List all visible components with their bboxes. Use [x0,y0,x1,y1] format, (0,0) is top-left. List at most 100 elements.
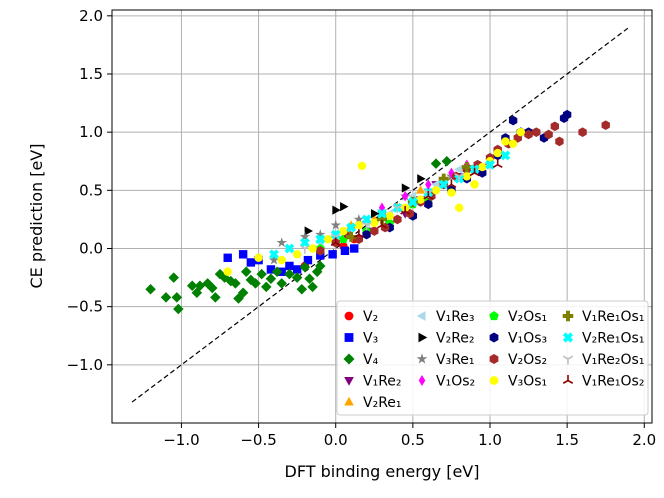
data-point [524,129,533,140]
plot-frame [111,9,653,424]
data-point [246,258,256,267]
data-point [555,136,564,147]
data-point [296,283,308,295]
data-point [392,204,403,214]
data-point [299,245,310,254]
legend-marker [562,310,574,322]
data-point [223,267,232,276]
legend-marker [489,332,499,343]
data-point [353,213,365,224]
data-point [469,167,480,177]
data-point [308,244,317,253]
data-point [378,202,386,214]
data-point [550,121,559,132]
y-tick-label: 1.0 [79,123,103,141]
legend-item: V₃ [344,331,378,347]
x-tick-label: −0.5 [240,431,276,449]
data-point [194,280,206,291]
legend-item: V₂Os₂ [489,352,547,368]
y-tick-label: 1.5 [79,65,103,83]
data-point [454,203,464,212]
legend-marker [562,375,574,384]
legend-marker [562,332,574,343]
legend-marker [344,376,354,386]
data-point [441,155,453,167]
data-point [353,229,364,238]
data-point [362,229,371,240]
data-point [284,243,295,254]
data-point [438,173,449,184]
data-point [415,185,426,194]
x-tick-label: 0.0 [324,431,348,449]
data-point [370,208,380,219]
data-point [493,148,502,158]
data-point [299,237,310,248]
data-point [238,250,248,259]
data-point [160,292,172,303]
data-point [361,214,372,225]
data-point [470,180,479,189]
series-16 [330,159,503,246]
legend-marker [343,353,355,365]
data-point [544,129,553,140]
data-point [277,255,286,265]
data-point [462,172,472,181]
data-point [276,278,287,289]
data-point [291,272,303,283]
data-point [323,234,333,244]
data-point [500,150,511,161]
data-point [292,250,302,259]
data-point [268,254,280,265]
data-point [400,206,411,215]
data-point [330,219,341,230]
data-point [240,266,252,278]
series-14 [269,150,511,260]
data-point [377,219,387,229]
y-tick-label: 2.0 [79,7,103,25]
data-point [266,265,276,274]
data-point [145,283,156,295]
x-tick-label: −1.0 [163,431,199,449]
legend-item: V₁Re₂Os₁ [562,352,644,368]
data-point [448,167,455,179]
data-point [171,292,183,303]
legend-label: V₂Os₂ [508,352,547,368]
legend-item: V₁Re₃ [416,309,475,325]
legend-item: V₁Os₃ [489,331,547,347]
data-point [254,253,263,262]
data-point [447,188,456,197]
data-point [340,246,350,256]
data-point [416,195,425,204]
data-point [431,186,441,195]
data-point [417,174,426,184]
data-point [401,183,411,193]
data-point [186,280,198,291]
data-point [508,115,518,126]
legend-marker [416,353,428,364]
data-point [299,261,311,273]
data-point [332,205,341,215]
data-point [230,278,241,289]
data-point [207,282,218,294]
y-tick-label: −1.0 [67,356,103,374]
legend-label: V₃Re₁ [436,352,475,368]
legend-item: V₂ [344,309,378,325]
data-point [350,244,359,253]
data-point [261,281,272,293]
legend-item: V₂Os₁ [489,309,547,325]
data-point [168,272,179,283]
data-point [424,199,433,210]
x-tick-label: 0.5 [401,431,425,449]
data-point [237,287,249,298]
data-point [423,184,434,195]
data-point [492,159,503,169]
legend-label: V₁Os₂ [436,374,475,390]
data-point [516,127,526,137]
data-point [346,231,357,242]
data-point [385,211,394,221]
data-point [393,214,402,225]
legend-label: V₁Re₂Os₁ [582,352,644,368]
data-point [562,109,572,120]
axis-ticks: −1.0 −0.5 0.0 0.5 1.0 1.5 2.0 −1.0 −0.5 0.0 0.5 1.0… [67,7,657,449]
